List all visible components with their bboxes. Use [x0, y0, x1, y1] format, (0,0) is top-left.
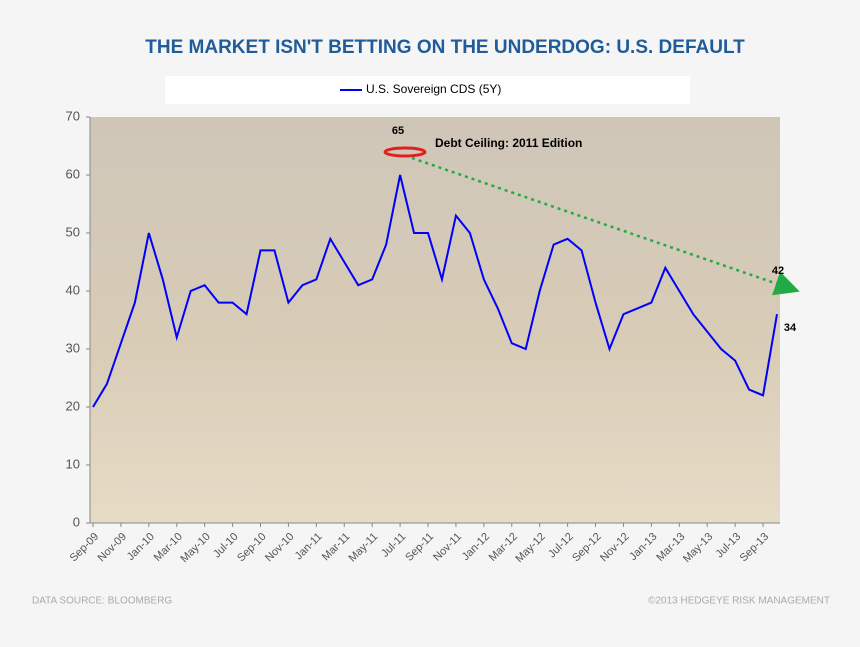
x-tick-label: May-11	[347, 531, 381, 565]
annotation: Debt Ceiling: 2011 Edition	[435, 136, 582, 150]
highlight-ellipse	[383, 146, 427, 158]
legend	[165, 76, 690, 104]
legend-label: U.S. Sovereign CDS (5Y)	[366, 82, 501, 96]
x-tick-label: May-10	[178, 531, 212, 565]
x-tick-label: Nov-12	[598, 531, 632, 565]
x-tick-label: Sep-10	[235, 531, 269, 565]
y-tick-label: 60	[66, 166, 80, 181]
y-tick-label: 50	[66, 224, 80, 239]
x-tick-label: Sep-09	[68, 531, 102, 565]
y-tick-label: 40	[66, 282, 80, 297]
x-tick-label: Sep-13	[738, 531, 772, 565]
y-tick-label: 20	[66, 398, 80, 413]
x-tick-label: Nov-11	[431, 531, 464, 564]
x-tick-label: Jan-13	[627, 531, 659, 563]
x-tick-label: May-12	[513, 531, 547, 565]
plot-background	[90, 117, 780, 523]
x-tick-label: Nov-10	[263, 531, 297, 565]
x-tick-label: Jan-11	[293, 531, 325, 563]
y-tick-label: 70	[66, 108, 80, 123]
source: DATA SOURCE: BLOOMBERG	[32, 596, 172, 607]
x-tick-label: Sep-12	[570, 531, 604, 565]
trend-arrow	[411, 156, 800, 296]
x-tick-label: Sep-11	[403, 531, 436, 564]
chart-title: THE MARKET ISN'T BETTING ON THE UNDERDOG…	[145, 37, 745, 58]
y-tick-label: 30	[66, 340, 80, 355]
line-series	[92, 174, 778, 408]
credit: ©2013 HEDGEYE RISK MANAGEMENT	[648, 596, 830, 607]
x-tick-label: Jan-10	[125, 531, 157, 563]
x-tick-label: Nov-09	[96, 531, 130, 565]
annotation: 65	[392, 125, 404, 137]
annotation: 34	[784, 322, 797, 334]
y-tick-label: 0	[73, 514, 80, 529]
annotation: 42	[772, 265, 784, 277]
y-tick-label: 10	[66, 456, 80, 471]
x-tick-label: May-13	[681, 531, 715, 565]
x-tick-label: Jan-12	[460, 531, 492, 563]
